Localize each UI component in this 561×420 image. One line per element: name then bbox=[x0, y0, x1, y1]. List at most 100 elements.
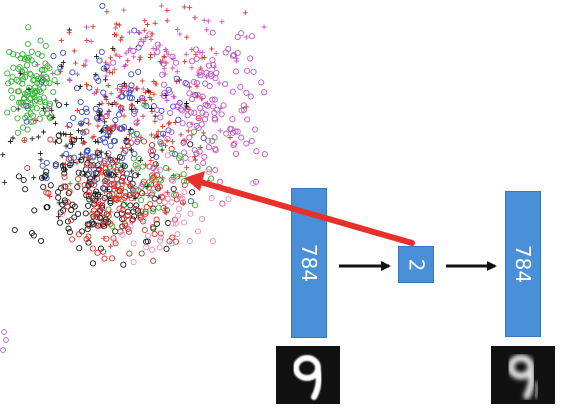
scatter-point bbox=[106, 62, 112, 68]
scatter-point bbox=[64, 218, 71, 225]
scatter-point bbox=[149, 208, 156, 215]
scatter-point bbox=[36, 115, 43, 122]
scatter-point bbox=[229, 88, 236, 95]
scatter-point bbox=[140, 138, 148, 145]
scatter-point bbox=[180, 171, 187, 178]
scatter-point bbox=[109, 255, 116, 262]
scatter-point bbox=[161, 93, 168, 100]
scatter-point bbox=[94, 148, 100, 154]
scatter-point bbox=[25, 54, 32, 61]
scatter-point bbox=[108, 55, 113, 61]
scatter-point bbox=[158, 140, 165, 147]
scatter-point bbox=[152, 20, 158, 26]
scatter-point bbox=[33, 105, 40, 112]
scatter-point bbox=[129, 217, 136, 224]
scatter-point bbox=[91, 133, 97, 139]
scatter-point bbox=[170, 191, 178, 199]
scatter-point bbox=[99, 100, 105, 106]
scatter-point bbox=[189, 96, 196, 103]
scatter-point bbox=[143, 35, 149, 41]
scatter-point bbox=[91, 166, 98, 173]
output-layer-box: 784 bbox=[505, 191, 541, 337]
scatter-point bbox=[35, 134, 41, 140]
scatter-point bbox=[233, 55, 239, 61]
scatter-point bbox=[130, 110, 138, 117]
scatter-point bbox=[41, 66, 48, 74]
scatter-point bbox=[113, 195, 120, 202]
scatter-point bbox=[230, 142, 237, 149]
scatter-point bbox=[174, 103, 181, 110]
scatter-point bbox=[99, 197, 106, 204]
scatter-point bbox=[84, 148, 91, 155]
scatter-point bbox=[140, 113, 146, 119]
scatter-point bbox=[119, 93, 126, 100]
scatter-point bbox=[116, 22, 122, 28]
scatter-point bbox=[103, 151, 109, 157]
scatter-point bbox=[187, 198, 194, 205]
scatter-point bbox=[191, 109, 198, 116]
scatter-point bbox=[3, 337, 9, 343]
scatter-point bbox=[129, 106, 135, 112]
scatter-point bbox=[223, 130, 230, 137]
scatter-point bbox=[185, 128, 191, 134]
scatter-point bbox=[74, 108, 80, 113]
scatter-point bbox=[90, 213, 97, 220]
scatter-point bbox=[174, 231, 181, 238]
scatter-point bbox=[160, 81, 167, 88]
scatter-point bbox=[113, 100, 119, 106]
scatter-point bbox=[4, 70, 11, 77]
scatter-point bbox=[29, 136, 35, 142]
scatter-point bbox=[40, 183, 47, 191]
scatter-point bbox=[240, 102, 247, 109]
scatter-point bbox=[190, 91, 196, 97]
scatter-point bbox=[113, 167, 118, 173]
scatter-point bbox=[113, 172, 119, 178]
scatter-point bbox=[49, 107, 55, 113]
scatter-point bbox=[44, 203, 51, 211]
scatter-point bbox=[250, 180, 257, 187]
scatter-point bbox=[103, 77, 109, 83]
scatter-point bbox=[96, 116, 102, 122]
scatter-point bbox=[66, 229, 73, 236]
scatter-point bbox=[120, 150, 127, 157]
scatter-point bbox=[204, 27, 210, 33]
scatter-point bbox=[52, 139, 58, 145]
scatter-point bbox=[82, 210, 89, 217]
scatter-point bbox=[148, 142, 156, 149]
scatter-point bbox=[107, 199, 114, 206]
scatter-point bbox=[51, 76, 58, 84]
scatter-point bbox=[91, 91, 97, 96]
scatter-point bbox=[165, 127, 172, 134]
scatter-point bbox=[196, 115, 202, 121]
scatter-point bbox=[50, 114, 56, 120]
scatter-point bbox=[63, 132, 69, 138]
scatter-point bbox=[126, 181, 132, 187]
scatter-point bbox=[106, 108, 112, 114]
scatter-point bbox=[261, 89, 268, 96]
scatter-point bbox=[148, 37, 154, 43]
scatter-point bbox=[165, 189, 171, 195]
scatter-point bbox=[198, 215, 206, 222]
scatter-point bbox=[219, 19, 225, 25]
scatter-point bbox=[104, 186, 110, 192]
scatter-point bbox=[193, 79, 200, 86]
scatter-point bbox=[68, 134, 74, 140]
scatter-point bbox=[154, 162, 160, 168]
scatter-point bbox=[58, 131, 64, 137]
scatter-point bbox=[146, 189, 154, 196]
scatter-point bbox=[124, 208, 131, 215]
scatter-point bbox=[118, 169, 124, 175]
scatter-point bbox=[229, 116, 236, 123]
scatter-point bbox=[123, 170, 130, 177]
scatter-point bbox=[15, 106, 21, 112]
scatter-point bbox=[211, 109, 218, 116]
scatter-point bbox=[60, 183, 67, 190]
scatter-point bbox=[148, 132, 154, 138]
scatter-point bbox=[85, 239, 92, 246]
scatter-point bbox=[83, 161, 90, 168]
scatter-point bbox=[126, 175, 134, 182]
scatter-point bbox=[127, 45, 133, 51]
scatter-point bbox=[67, 181, 73, 187]
scatter-point bbox=[134, 86, 140, 92]
